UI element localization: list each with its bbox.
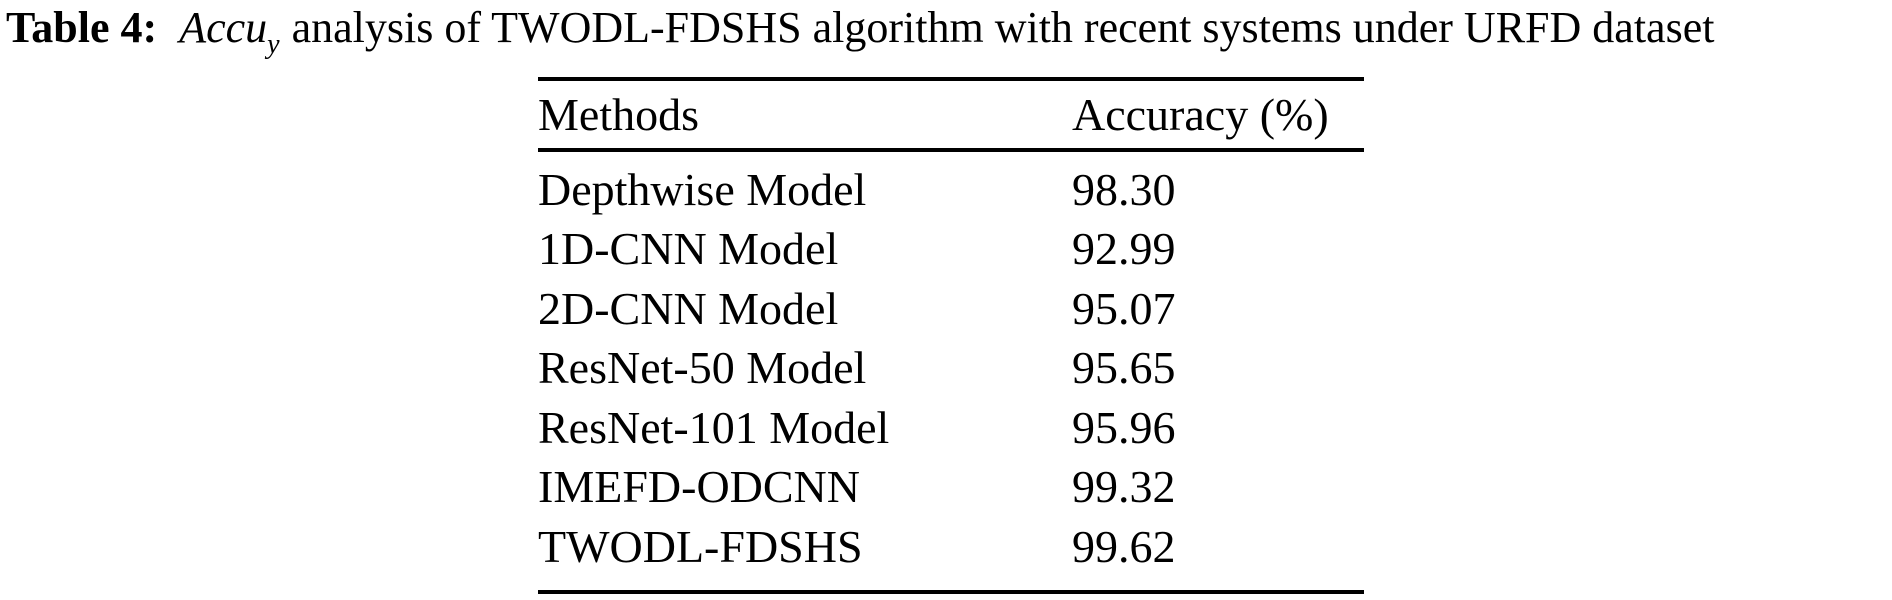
- accuracy-cell: 95.96: [1072, 401, 1176, 453]
- table-caption-metric: Accu: [179, 3, 268, 52]
- table-caption: Table 4: Accuy analysis of TWODL-FDSHS alg…: [6, 0, 1714, 73]
- accuracy-cell: 95.65: [1072, 342, 1176, 394]
- method-cell: IMEFD-ODCNN: [538, 461, 860, 513]
- results-table: Methods Accuracy (%) Depthwise Model 98.…: [538, 77, 1364, 594]
- accuracy-cell: 95.07: [1072, 282, 1176, 334]
- accuracy-cell: 99.32: [1072, 461, 1176, 513]
- column-header-methods: Methods: [538, 88, 699, 140]
- table-top-rule: [538, 77, 1364, 81]
- table-row: Depthwise Model 98.30: [538, 160, 1364, 220]
- table-caption-metric-subscript: y: [267, 29, 280, 60]
- accuracy-cell: 99.62: [1072, 520, 1176, 572]
- table-row: ResNet-50 Model 95.65: [538, 339, 1364, 399]
- accuracy-cell: 92.99: [1072, 223, 1176, 275]
- table-body: Depthwise Model 98.30 1D-CNN Model 92.99…: [538, 152, 1364, 590]
- method-cell: 1D-CNN Model: [538, 223, 839, 275]
- table-row: IMEFD-ODCNN 99.32: [538, 458, 1364, 518]
- table-caption-text: analysis of TWODL-FDSHS algorithm with r…: [291, 3, 1715, 52]
- table-row: TWODL-FDSHS 99.62: [538, 517, 1364, 577]
- table-header-rule: [538, 148, 1364, 152]
- method-cell: TWODL-FDSHS: [538, 520, 863, 572]
- table-bottom-rule: [538, 589, 1364, 594]
- table-caption-label: Table 4:: [6, 3, 158, 52]
- table-row: ResNet-101 Model 95.96: [538, 398, 1364, 458]
- method-cell: 2D-CNN Model: [538, 282, 839, 334]
- accuracy-cell: 98.30: [1072, 163, 1176, 215]
- column-header-accuracy: Accuracy (%): [1072, 88, 1329, 140]
- method-cell: ResNet-50 Model: [538, 342, 867, 394]
- method-cell: ResNet-101 Model: [538, 401, 890, 453]
- method-cell: Depthwise Model: [538, 163, 867, 215]
- table-row: 1D-CNN Model 92.99: [538, 220, 1364, 280]
- table-header-row: Methods Accuracy (%): [538, 81, 1364, 148]
- table-row: 2D-CNN Model 95.07: [538, 279, 1364, 339]
